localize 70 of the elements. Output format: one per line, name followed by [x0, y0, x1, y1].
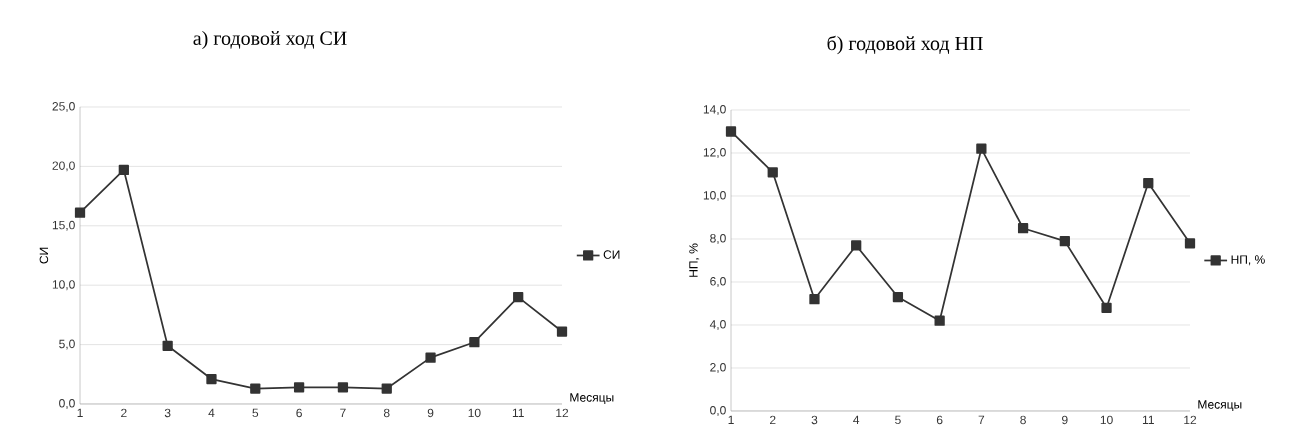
point — [425, 352, 436, 363]
point — [934, 315, 945, 326]
point — [381, 383, 392, 394]
legend-label: НП, % — [1231, 255, 1265, 266]
x-tick-label: 5 — [895, 415, 901, 425]
y-tick-label: 10,0 — [52, 280, 75, 291]
x-tick-label: 8 — [1020, 415, 1026, 425]
chart-title: б) годовой ход НП — [827, 35, 983, 55]
y-tick-label: 5,0 — [59, 339, 75, 350]
x-tick-label: 3 — [811, 415, 818, 425]
x-tick-label: 6 — [936, 415, 943, 425]
point — [293, 382, 305, 393]
point — [809, 294, 820, 305]
point — [250, 383, 261, 394]
point — [74, 207, 86, 218]
x-tick-label: 9 — [1062, 415, 1068, 425]
x-tick-label: 2 — [770, 415, 776, 425]
point — [767, 167, 778, 178]
point — [1184, 238, 1196, 249]
x-tick-label: 10 — [468, 408, 481, 418]
y-tick-label: 0,0 — [710, 406, 726, 416]
x-tick-label: 10 — [1100, 415, 1113, 425]
x-tick-label: 7 — [978, 415, 985, 424]
point — [206, 373, 217, 385]
point — [976, 143, 987, 154]
point — [725, 126, 737, 137]
x-axis-title: Месяцы — [1198, 400, 1242, 411]
x-axis-title: Месяцы — [570, 393, 614, 404]
point — [1017, 223, 1029, 234]
y-tick-label: 0,0 — [59, 399, 75, 409]
y-tick-label: 12,0 — [703, 148, 726, 158]
point — [851, 240, 862, 251]
y-tick-label: 10,0 — [703, 191, 726, 201]
x-tick-label: 9 — [427, 408, 434, 418]
y-tick-label: 2,0 — [710, 363, 726, 373]
point — [118, 164, 129, 176]
point — [162, 340, 173, 351]
x-tick-label: 4 — [853, 415, 860, 424]
x-tick-label: 11 — [1142, 415, 1154, 424]
point — [469, 337, 480, 348]
x-tick-label: 2 — [121, 408, 127, 418]
x-tick-label: 12 — [556, 408, 569, 418]
x-tick-label: 8 — [383, 408, 390, 418]
y-tick-label: 8,0 — [710, 234, 726, 244]
point — [1143, 177, 1154, 189]
chart-title: а) годовой ход СИ — [193, 30, 347, 50]
legend-label: СИ — [603, 250, 620, 259]
point — [1059, 236, 1070, 247]
y-tick-label: 6,0 — [710, 277, 726, 287]
point — [556, 326, 568, 337]
y-tick-label: 20,0 — [52, 161, 75, 172]
y-tick-label: 14,0 — [703, 105, 726, 115]
x-tick-label: 7 — [340, 408, 346, 417]
y-tick-label: 25,0 — [52, 102, 75, 112]
point — [337, 382, 349, 393]
x-tick-label: 11 — [512, 408, 524, 417]
y-tick-label: 4,0 — [709, 320, 726, 330]
x-tick-label: 1 — [728, 415, 734, 424]
point — [892, 291, 904, 303]
x-tick-label: 4 — [208, 408, 215, 417]
y-tick-label: 15,0 — [52, 220, 75, 231]
x-tick-label: 5 — [252, 408, 259, 418]
y-axis-title: СИ — [39, 247, 49, 264]
x-tick-label: 3 — [164, 408, 171, 418]
y-axis-title: НП, % — [689, 243, 700, 277]
point — [1101, 302, 1112, 313]
x-tick-label: 1 — [77, 408, 83, 417]
point — [513, 291, 524, 303]
x-tick-label: 12 — [1184, 415, 1197, 425]
x-tick-label: 6 — [296, 408, 302, 418]
